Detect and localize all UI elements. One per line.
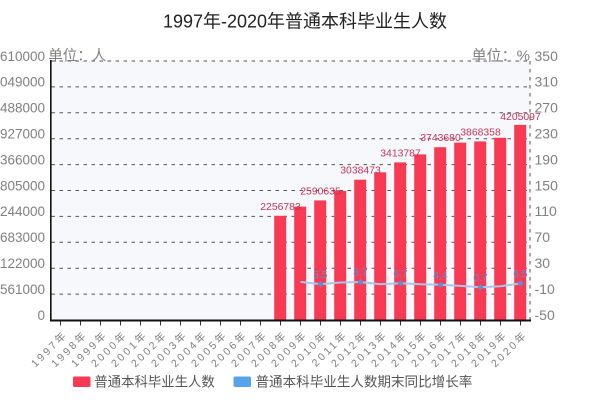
svg-text:0.7: 0.7 — [473, 273, 488, 284]
svg-text:3366000: 3366000 — [0, 152, 45, 167]
svg-text:4205097: 4205097 — [500, 112, 541, 123]
svg-text:561000: 561000 — [0, 282, 45, 297]
svg-text:单位：%: 单位：% — [472, 48, 530, 65]
svg-text:8.7: 8.7 — [353, 268, 368, 279]
svg-text:普通本科毕业生人数: 普通本科毕业生人数 — [94, 374, 215, 389]
svg-text:-10: -10 — [535, 281, 555, 297]
svg-text:5.5: 5.5 — [313, 270, 328, 281]
svg-text:110: 110 — [535, 203, 558, 219]
svg-text:3743680: 3743680 — [420, 133, 461, 144]
svg-text:2244000: 2244000 — [0, 204, 45, 219]
svg-text:6.5: 6.5 — [513, 269, 528, 280]
svg-text:6.7: 6.7 — [393, 269, 408, 280]
svg-text:4.4: 4.4 — [433, 271, 448, 282]
svg-text:1997年-2020年普通本科毕业生人数: 1997年-2020年普通本科毕业生人数 — [163, 12, 447, 32]
svg-text:4488000: 4488000 — [0, 101, 45, 116]
svg-text:2256783: 2256783 — [260, 202, 301, 213]
svg-text:3927000: 3927000 — [0, 127, 45, 142]
svg-text:70: 70 — [535, 229, 551, 245]
svg-text:2590635: 2590635 — [300, 186, 341, 197]
svg-text:3038473: 3038473 — [340, 166, 381, 177]
svg-text:350: 350 — [535, 48, 559, 64]
svg-text:190: 190 — [535, 151, 559, 167]
svg-text:0: 0 — [37, 308, 45, 323]
svg-text:5049000: 5049000 — [0, 75, 45, 90]
svg-text:30: 30 — [535, 255, 551, 271]
svg-text:3413787: 3413787 — [380, 148, 421, 159]
svg-text:普通本科毕业生人数期末同比增长率: 普通本科毕业生人数期末同比增长率 — [256, 373, 473, 389]
svg-text:1122000: 1122000 — [0, 256, 45, 271]
svg-text:3868358: 3868358 — [460, 127, 501, 138]
svg-text:单位：人: 单位：人 — [48, 48, 106, 65]
svg-text:310: 310 — [535, 74, 559, 90]
svg-text:1683000: 1683000 — [0, 230, 45, 245]
svg-text:-50: -50 — [535, 307, 555, 323]
svg-text:2805000: 2805000 — [0, 178, 45, 193]
svg-text:270: 270 — [535, 100, 559, 116]
svg-text:230: 230 — [535, 126, 559, 142]
svg-text:150: 150 — [535, 177, 559, 193]
